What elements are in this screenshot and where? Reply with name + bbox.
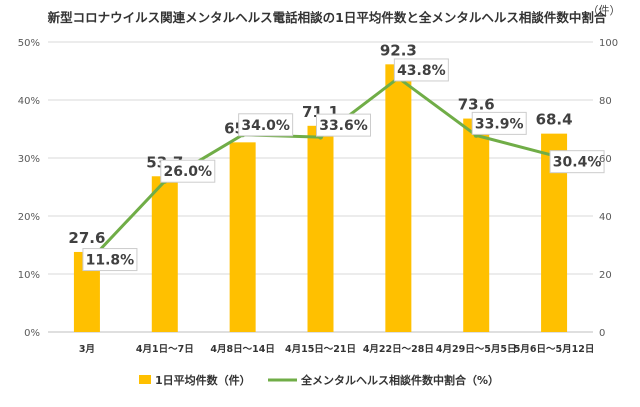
bar xyxy=(151,176,178,332)
line-value-label-box xyxy=(393,58,449,82)
right-axis-tick-label: 100 xyxy=(599,38,618,49)
line-value-label-box xyxy=(316,113,371,137)
bar xyxy=(307,125,334,332)
bar-value-label: 27.6 xyxy=(68,229,105,247)
right-axis-tick-label: 40 xyxy=(599,212,612,223)
bar-value-label: 68.4 xyxy=(536,111,573,129)
left-axis-tick-label: 0% xyxy=(24,328,40,339)
left-axis-tick-label: 40% xyxy=(18,96,40,107)
bar xyxy=(463,118,490,332)
bar xyxy=(229,142,256,332)
line-value-label: 33.9% xyxy=(475,116,524,132)
bar-value-label: 73.6 xyxy=(458,96,495,114)
bar xyxy=(385,64,412,332)
legend: 1日平均件数（件） 全メンタルヘルス相談件数中割合（%） xyxy=(139,373,499,387)
x-axis-tick-label: 4月15日～21日 xyxy=(285,344,356,355)
bar-value-label: 92.3 xyxy=(380,41,417,59)
legend-label-bars: 1日平均件数（件） xyxy=(155,373,251,387)
right-axis-unit: （件） xyxy=(588,4,621,17)
chart-title: 新型コロナウイルス関連メンタルヘルス電話相談の1日平均件数と全メンタルヘルス相談… xyxy=(48,10,607,25)
line-value-label-box xyxy=(82,248,138,272)
right-axis-tick-label: 80 xyxy=(599,96,612,107)
x-axis-tick-label: 4月8日～14日 xyxy=(210,344,274,355)
data-labels: 27.653.765.471.192.373.668.411.8%26.0%34… xyxy=(68,41,605,272)
line-value-label-box xyxy=(238,113,294,137)
line-value-label: 43.8% xyxy=(397,63,446,79)
x-axis-tick-label: 4月1日～7日 xyxy=(136,344,194,355)
left-axis-tick-label: 20% xyxy=(18,212,40,223)
line-value-label: 26.0% xyxy=(163,164,212,180)
x-axis-tick-label: 4月22日～28日 xyxy=(363,344,434,355)
line-value-label: 11.8% xyxy=(86,253,135,269)
x-axis-tick-label: 4月29日～5月5日 xyxy=(436,344,517,355)
axis-labels: 0% 0 10% 20 20% 40 30% 60 40% 80 50% 100 3月 4月1日～7日 4月… xyxy=(18,38,618,355)
left-axis-tick-label: 50% xyxy=(18,38,40,49)
right-axis-tick-label: 20 xyxy=(599,270,612,281)
left-axis-tick-label: 30% xyxy=(18,154,40,165)
x-axis-tick-label: 5月6日～5月12日 xyxy=(514,344,595,355)
line-value-label-box xyxy=(160,159,216,183)
x-axis-tick-label: 3月 xyxy=(79,344,95,355)
line-value-label: 33.6% xyxy=(319,118,368,134)
legend-label-line: 全メンタルヘルス相談件数中割合（%） xyxy=(300,373,499,387)
left-axis-tick-label: 10% xyxy=(18,270,40,281)
bar-series xyxy=(73,64,568,332)
line-value-label-box xyxy=(549,150,605,174)
legend-swatch-bars xyxy=(139,375,151,384)
line-value-label: 30.4% xyxy=(553,155,602,171)
line-value-label-box xyxy=(471,111,527,135)
right-axis-tick-label: 60 xyxy=(599,154,612,165)
right-axis-tick-label: 0 xyxy=(599,328,605,339)
line-value-label: 34.0% xyxy=(241,118,290,134)
